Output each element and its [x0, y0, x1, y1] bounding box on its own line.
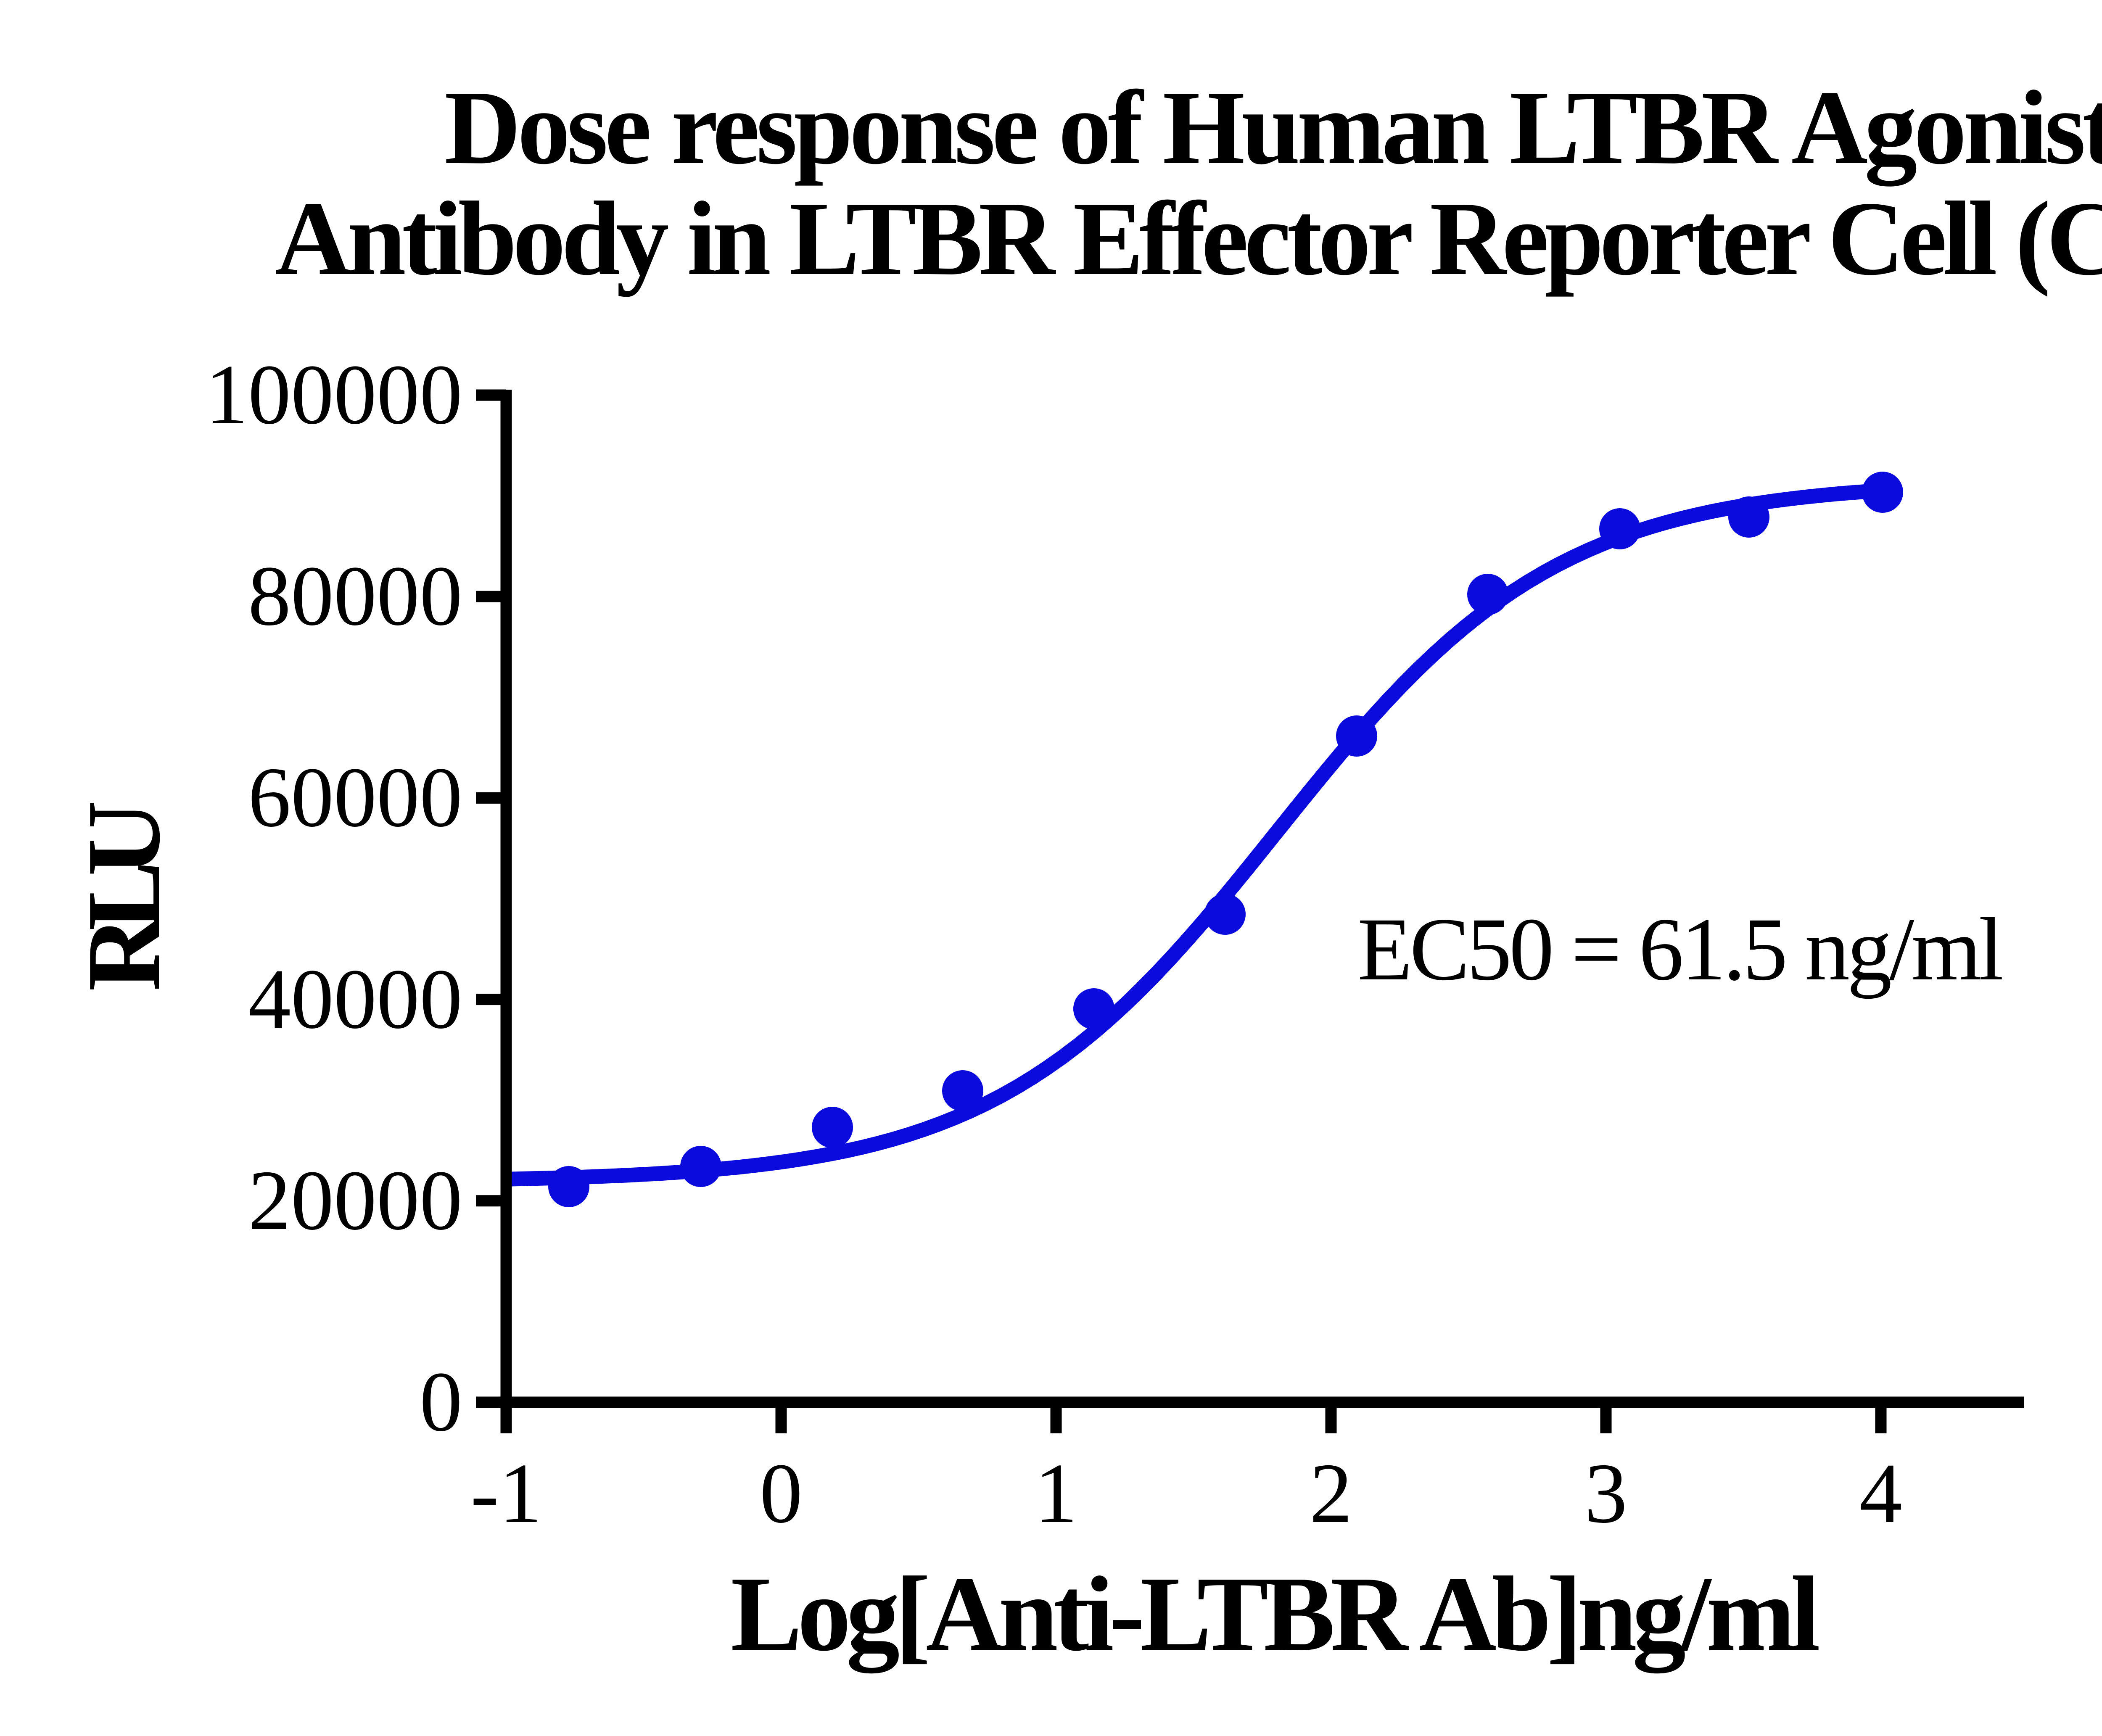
svg-text:1: 1 — [1035, 1446, 1077, 1541]
svg-text:20000: 20000 — [248, 1153, 462, 1248]
svg-text:Log[Anti-LTBR Ab]ng/ml: Log[Anti-LTBR Ab]ng/ml — [731, 1555, 1820, 1673]
svg-text:40000: 40000 — [248, 952, 462, 1047]
svg-text:3: 3 — [1584, 1446, 1627, 1541]
svg-text:0: 0 — [420, 1354, 462, 1449]
svg-text:-1: -1 — [470, 1446, 542, 1541]
svg-text:Antibody in LTBR Effector Repo: Antibody in LTBR Effector Reporter Cell … — [275, 179, 2102, 297]
svg-text:4: 4 — [1859, 1446, 1902, 1541]
svg-text:EC50 = 61.5 ng/ml: EC50 = 61.5 ng/ml — [1357, 900, 2004, 999]
svg-text:80000: 80000 — [248, 549, 462, 644]
svg-text:60000: 60000 — [248, 750, 462, 845]
svg-text:Dose response of Human LTBR Ag: Dose response of Human LTBR Agonist — [444, 69, 2102, 187]
svg-text:2: 2 — [1310, 1446, 1352, 1541]
svg-text:0: 0 — [760, 1446, 803, 1541]
svg-text:RLU: RLU — [66, 800, 182, 991]
svg-text:100000: 100000 — [205, 347, 462, 442]
